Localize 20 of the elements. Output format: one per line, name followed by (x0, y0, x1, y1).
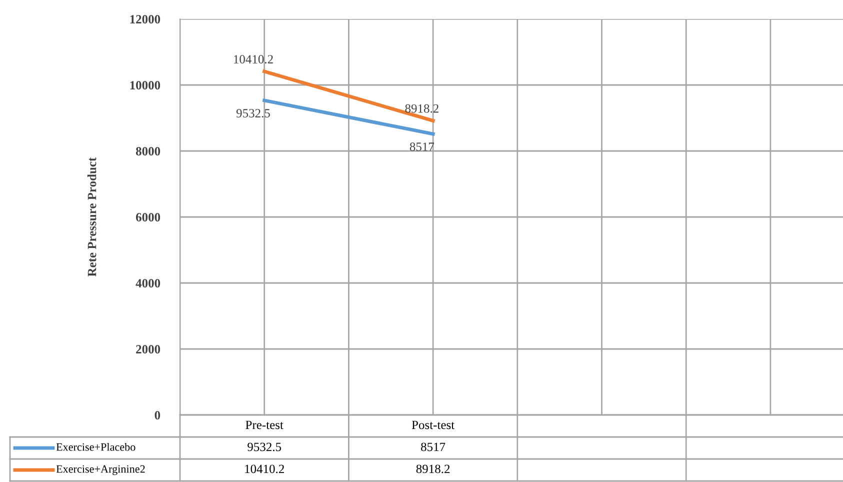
legend-label: Exercise+Placebo (56, 442, 136, 451)
y-tick-label: 0 (154, 411, 160, 420)
x-tick-label: Post-test (412, 420, 455, 430)
y-tick-label: 8000 (136, 147, 160, 156)
text: 8517 (421, 442, 446, 452)
y-tick-label: 12000 (130, 15, 160, 24)
text: 8918.2 (416, 464, 450, 474)
data-label: 9532.5 (236, 109, 270, 118)
y-tick-label: 6000 (136, 213, 160, 222)
legend-label: Exercise+Arginine2 (56, 465, 145, 476)
data-label: 8517 (410, 142, 434, 151)
data-label: 10410.2 (234, 55, 273, 64)
y-axis-title: Rete Pressure Product (87, 157, 96, 277)
data-label: 8918.2 (405, 104, 438, 113)
text: 9532.5 (248, 442, 282, 452)
y-tick-label: 2000 (136, 345, 160, 354)
y-tick-label: 4000 (136, 279, 160, 288)
x-tick-label: Pre-test (246, 420, 284, 430)
y-tick-label: 10000 (130, 81, 160, 90)
text: 10410.2 (245, 464, 284, 474)
